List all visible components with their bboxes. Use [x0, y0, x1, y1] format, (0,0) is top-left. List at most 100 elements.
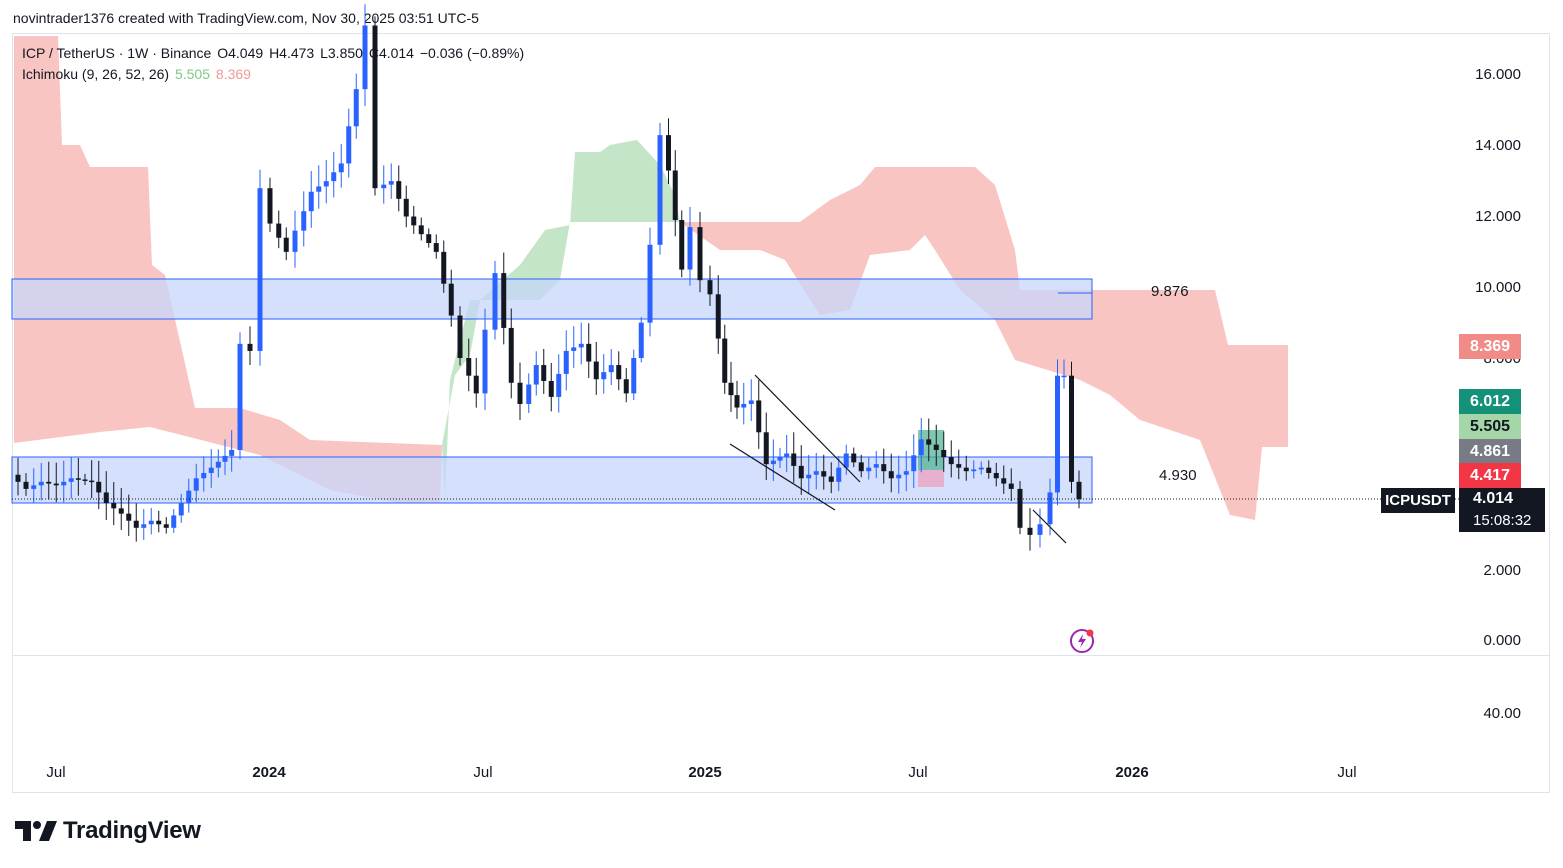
candle-bearish	[16, 475, 21, 482]
lower-pane-y-tick: 40.00	[1421, 705, 1521, 722]
candle-bearish	[941, 450, 946, 457]
candle-bearish	[986, 468, 991, 473]
last-price-value: 4.014	[1473, 488, 1545, 510]
indicator-title[interactable]: Ichimoku (9, 26, 52, 26)	[22, 66, 169, 82]
resistance-zone	[12, 279, 1092, 319]
candle-bullish	[141, 524, 146, 528]
candle-bullish	[771, 461, 776, 465]
candle-bullish	[171, 515, 176, 527]
candle-bearish	[889, 471, 894, 478]
candle-bullish	[579, 344, 584, 348]
candle-bullish	[1055, 376, 1060, 493]
span-b-price-label: 8.369	[1459, 334, 1521, 359]
candle-bullish	[904, 471, 909, 475]
candle-bearish	[119, 508, 124, 513]
candle-bullish	[324, 181, 329, 186]
cloud-bearish-segment	[14, 36, 442, 503]
candle-bearish	[722, 339, 727, 383]
candle-bearish	[156, 521, 161, 525]
candle-bearish	[829, 477, 834, 482]
candle-bearish	[96, 482, 101, 493]
candle-bearish	[404, 199, 409, 217]
candle-bearish	[586, 344, 591, 362]
candle-bearish	[1001, 478, 1006, 483]
candle-bearish	[964, 468, 969, 472]
candle-bullish	[658, 135, 663, 245]
candle-bearish	[859, 462, 864, 471]
indicator-value-a: 5.505	[175, 66, 210, 82]
candle-bearish	[708, 280, 713, 294]
lower-zone-annotation[interactable]: 4.930	[1159, 467, 1197, 484]
candle-bullish	[1062, 376, 1067, 378]
candle-bullish	[556, 374, 561, 397]
tradingview-logo-icon	[15, 821, 57, 841]
candle-bullish	[896, 475, 901, 479]
candle-bearish	[426, 234, 431, 243]
symbol-price-tag[interactable]: ICPUSDT	[1381, 488, 1455, 513]
candle-bullish	[346, 126, 351, 163]
y-tick: 16.000	[1421, 66, 1521, 83]
price-chart[interactable]	[0, 0, 1563, 868]
candle-bearish	[956, 464, 961, 468]
candle-bullish	[238, 344, 243, 450]
candle-bullish	[331, 172, 336, 181]
candle-bearish	[434, 243, 439, 252]
position-loss-box	[918, 470, 944, 487]
candle-bearish	[441, 252, 446, 284]
candle-bearish	[164, 524, 169, 528]
symbol-legend[interactable]: ICP / TetherUS · 1W · Binance O4.049 H4.…	[22, 45, 526, 61]
candle-bullish	[741, 404, 746, 408]
candle-bearish	[994, 473, 999, 478]
candle-bullish	[31, 485, 36, 489]
conversion-line-price-label: 4.861	[1459, 439, 1521, 464]
candle-bullish	[571, 347, 576, 351]
candle-bearish	[549, 381, 554, 397]
candle-bullish	[39, 482, 44, 486]
candle-bullish	[201, 473, 206, 478]
candle-bullish	[149, 521, 154, 525]
candle-bullish	[648, 245, 653, 323]
ohlc-change: −0.036 (−0.89%)	[420, 45, 524, 61]
candle-bullish	[564, 351, 569, 374]
candle-bearish	[756, 400, 761, 432]
base-line-price-label: 6.012	[1459, 389, 1521, 414]
candle-bearish	[458, 316, 463, 358]
candle-bearish	[396, 181, 401, 199]
candle-bullish	[389, 181, 394, 185]
indicator-legend[interactable]: Ichimoku (9, 26, 52, 26) 5.505 8.369	[22, 66, 253, 82]
x-tick: Jul	[473, 764, 492, 781]
candle-bearish	[616, 365, 621, 379]
tradingview-logo-text: TradingView	[63, 817, 201, 845]
y-tick: 2.000	[1421, 562, 1521, 579]
candle-bearish	[764, 432, 769, 464]
candle-bullish	[778, 457, 783, 461]
candle-bullish	[631, 358, 636, 393]
candle-bullish	[979, 468, 984, 470]
x-tick: Jul	[46, 764, 65, 781]
symbol-title[interactable]: ICP / TetherUS · 1W · Binance	[22, 45, 211, 61]
candle-bearish	[934, 445, 939, 450]
candle-bearish	[518, 383, 523, 404]
candle-bullish	[1038, 524, 1043, 535]
x-tick: 2026	[1115, 764, 1148, 781]
candle-bullish	[836, 468, 841, 482]
tradingview-logo[interactable]: TradingView	[15, 816, 201, 846]
candle-bearish	[126, 514, 131, 521]
candle-bearish	[735, 395, 740, 407]
candle-bearish	[1028, 528, 1033, 535]
upper-zone-annotation[interactable]: 9.876	[1151, 283, 1189, 300]
span-a-price-label: 5.505	[1459, 414, 1521, 439]
candle-bullish	[301, 211, 306, 230]
candle-bullish	[609, 365, 614, 372]
candle-bullish	[784, 454, 789, 458]
candle-bearish	[134, 521, 139, 528]
candle-bullish	[216, 462, 221, 468]
candle-bullish	[601, 372, 606, 379]
candle-bearish	[111, 503, 116, 508]
candle-bearish	[276, 224, 281, 238]
ohlc-low: L3.850	[320, 45, 363, 61]
lightning-alert-icon[interactable]	[1069, 627, 1097, 655]
candle-bullish	[194, 478, 199, 490]
lagging-span-price-label: 4.417	[1459, 463, 1521, 488]
candle-bearish	[89, 481, 94, 483]
